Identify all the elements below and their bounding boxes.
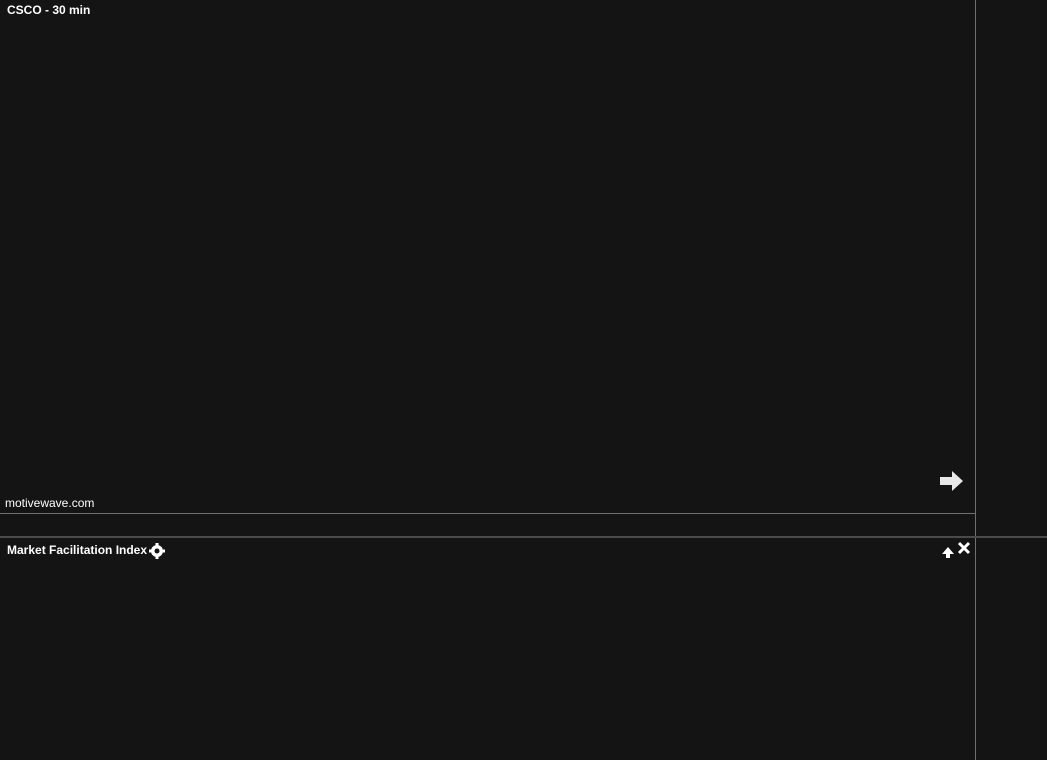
- move-up-icon[interactable]: [942, 547, 954, 558]
- settings-icon[interactable]: [149, 543, 165, 559]
- pane-divider: [0, 536, 1047, 538]
- close-icon[interactable]: [957, 541, 971, 555]
- scroll-right-icon[interactable]: [940, 471, 963, 491]
- watermark: motivewave.com: [5, 496, 94, 510]
- chart-title: CSCO - 30 min: [7, 3, 90, 17]
- indicator-title: Market Facilitation Index: [7, 543, 147, 557]
